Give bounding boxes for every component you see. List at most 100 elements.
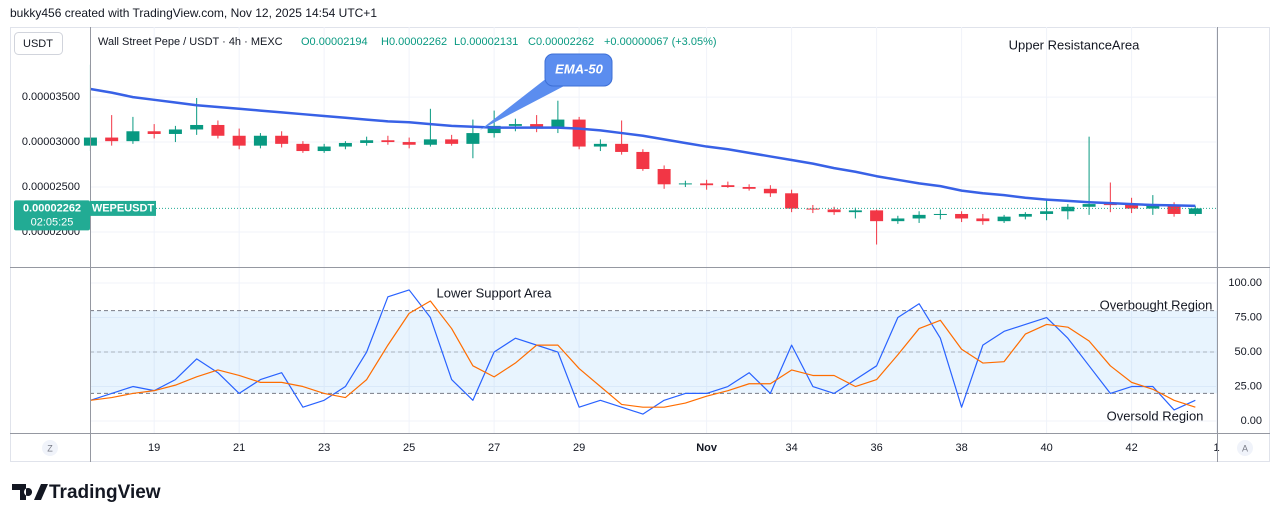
y-tick-label: 50.00 — [1234, 346, 1262, 358]
candle-body — [785, 193, 799, 209]
candle-body — [976, 218, 990, 222]
candle-body — [445, 139, 459, 144]
candle-body — [466, 133, 480, 144]
candle-body — [168, 129, 182, 134]
candle-body — [678, 183, 692, 185]
x-tick-label: 21 — [233, 442, 245, 454]
candle-body — [742, 187, 756, 189]
price-label-box — [14, 200, 90, 231]
candle-body — [933, 213, 947, 215]
candle-body — [657, 169, 671, 185]
candle-body — [487, 125, 501, 134]
last-price: 0.00002262 — [23, 202, 81, 214]
x-tick-label: 36 — [870, 442, 882, 454]
candle-body — [827, 209, 841, 213]
annotation: Overbought Region — [1100, 297, 1213, 312]
y-tick-label: 25.00 — [1234, 380, 1262, 392]
candle-body — [1040, 211, 1054, 214]
candle-body — [848, 210, 862, 213]
candle-body — [891, 218, 905, 222]
callout-pointer — [480, 74, 566, 130]
candle-body — [806, 208, 820, 210]
candle-body — [423, 139, 437, 145]
logo-text: TradingView — [49, 482, 161, 503]
candle-body — [211, 124, 225, 136]
candle-body — [763, 188, 777, 194]
candle-body — [530, 124, 544, 129]
candle-body — [572, 119, 586, 147]
candle-body — [381, 140, 395, 143]
candle-body — [955, 213, 969, 219]
candle-body — [1018, 213, 1032, 217]
y-tick-label: 0.00003000 — [22, 136, 80, 148]
zoom-label[interactable]: Z — [47, 443, 53, 453]
x-tick-label: 1 — [1214, 442, 1220, 454]
x-tick-label: 19 — [148, 442, 160, 454]
candle-body — [296, 143, 310, 152]
oscillator-line — [90, 289, 1196, 415]
legend-open: O0.00002194 — [301, 36, 368, 48]
candle-body — [593, 143, 607, 147]
candle-body — [1061, 206, 1075, 212]
candle-body — [700, 183, 714, 186]
candle-body — [126, 131, 140, 142]
x-tick-label: 25 — [403, 442, 415, 454]
annotation: Oversold Region — [1107, 408, 1204, 423]
candle-body — [1125, 204, 1139, 209]
candle-body — [253, 135, 267, 146]
candle-body — [275, 135, 289, 144]
candle-body — [997, 216, 1011, 222]
symbol-box — [90, 200, 156, 216]
candle-body — [1188, 208, 1202, 214]
x-tick-label: 34 — [785, 442, 797, 454]
candle-body — [1146, 205, 1160, 209]
auto-button[interactable] — [1237, 440, 1253, 456]
symbol-label: WEPEUSDT — [92, 202, 155, 214]
countdown: 02:05:25 — [31, 216, 74, 228]
credit: bukky456 created with TradingView.com, N… — [10, 6, 377, 20]
currency-button[interactable] — [14, 32, 63, 55]
zoom-button[interactable] — [42, 440, 58, 456]
annotation: Upper ResistanceArea — [1009, 37, 1141, 52]
candle-body — [508, 124, 522, 126]
legend-change: +0.00000067 (+3.05%) — [604, 36, 717, 48]
y-tick-label: 0.00003500 — [22, 91, 80, 103]
auto-label[interactable]: A — [1242, 443, 1248, 453]
legend-symbol: Wall Street Pepe / USDT · 4h · MEXC — [98, 36, 283, 48]
candle-body — [232, 135, 246, 146]
legend-close: C0.00002262 — [528, 36, 594, 48]
x-tick-label: 42 — [1125, 442, 1137, 454]
candle-body — [721, 185, 735, 187]
x-tick-label: 38 — [955, 442, 967, 454]
candle-body — [1082, 204, 1096, 207]
currency[interactable]: USDT — [23, 38, 53, 50]
y-tick-label: 100.00 — [1228, 277, 1262, 289]
candle-body — [338, 142, 352, 147]
oscillator-line — [90, 300, 1196, 408]
candle-body — [402, 142, 416, 145]
x-tick-label: 23 — [318, 442, 330, 454]
callout-text: EMA-50 — [555, 61, 603, 76]
x-tick-label: Nov — [696, 442, 718, 454]
y-tick-label: 75.00 — [1234, 311, 1262, 323]
x-tick-label: 29 — [573, 442, 585, 454]
candle-body — [190, 124, 204, 130]
legend-high: H0.00002262 — [381, 36, 447, 48]
candle-body — [105, 137, 119, 142]
callout-box — [544, 53, 613, 87]
candle-body — [317, 146, 331, 152]
annotation: Lower Support Area — [437, 285, 553, 300]
candle-body — [1103, 204, 1117, 206]
candle-body — [147, 131, 161, 134]
x-tick-label: 27 — [488, 442, 500, 454]
y-tick-label: 0.00002500 — [22, 181, 80, 193]
candle-body — [1167, 205, 1181, 214]
candle-body — [360, 140, 374, 143]
candle-body — [551, 119, 565, 129]
candle-body — [912, 214, 926, 219]
x-tick-label: 40 — [1040, 442, 1052, 454]
candle-body — [870, 210, 884, 222]
chart-frame — [10, 27, 1270, 462]
